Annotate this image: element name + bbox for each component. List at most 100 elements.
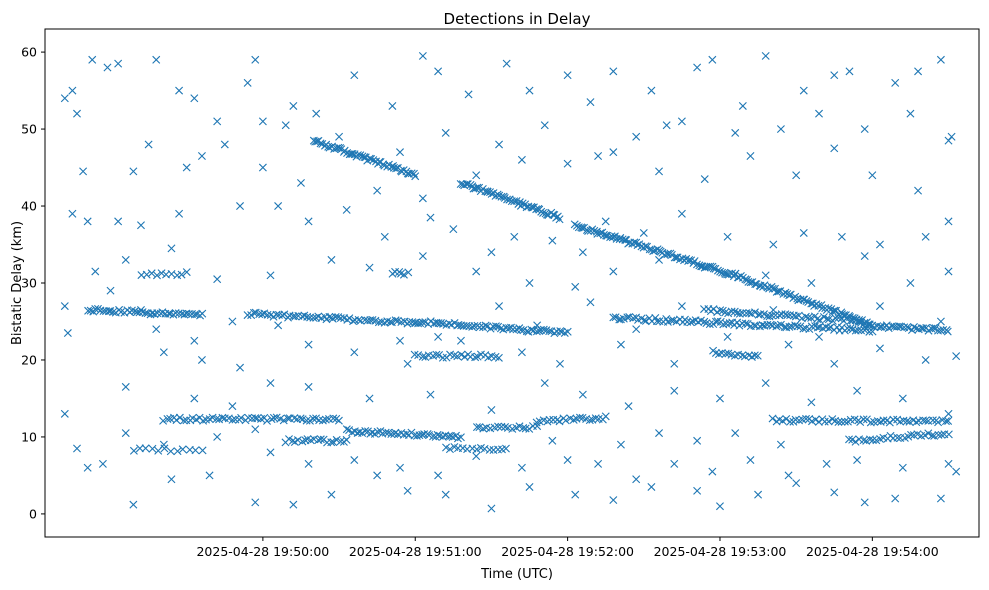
data-point	[641, 242, 650, 251]
data-point	[761, 271, 770, 280]
data-point	[828, 307, 837, 316]
data-point	[175, 413, 184, 422]
data-point	[159, 348, 168, 357]
data-point	[919, 324, 928, 333]
data-point	[569, 415, 578, 424]
data-point	[491, 322, 500, 331]
data-point	[854, 326, 863, 335]
data-point	[309, 414, 318, 423]
data-point	[475, 323, 484, 332]
data-point	[807, 398, 816, 407]
data-point	[814, 301, 823, 310]
data-point	[629, 314, 638, 323]
data-point	[824, 315, 833, 324]
data-point	[776, 320, 785, 329]
data-point	[670, 253, 679, 262]
data-point	[83, 217, 92, 226]
data-point	[325, 143, 334, 152]
data-point	[164, 309, 173, 318]
data-point	[426, 213, 435, 222]
data-point	[875, 240, 884, 249]
data-point	[60, 409, 69, 418]
data-point	[943, 327, 952, 336]
data-point	[662, 121, 671, 130]
data-point	[936, 55, 945, 64]
y-tick-label: 0	[29, 506, 37, 521]
data-point	[502, 59, 511, 68]
data-point	[304, 382, 313, 391]
data-point	[403, 486, 412, 495]
data-point	[824, 324, 833, 333]
data-point	[593, 229, 602, 238]
data-point	[296, 414, 305, 423]
data-point	[750, 308, 759, 317]
data-point	[866, 418, 875, 427]
data-point	[693, 63, 702, 72]
data-point	[479, 424, 488, 433]
data-point	[418, 252, 427, 261]
y-tick-label: 20	[21, 352, 37, 367]
data-point	[792, 479, 801, 488]
data-point	[73, 109, 81, 118]
data-point	[236, 363, 245, 372]
data-point	[220, 140, 229, 149]
data-point	[822, 459, 831, 468]
data-point	[831, 313, 840, 322]
data-point	[315, 416, 324, 425]
data-point	[106, 286, 115, 295]
data-point	[190, 394, 199, 403]
data-point	[842, 314, 851, 323]
data-point	[433, 430, 442, 439]
data-point	[327, 313, 336, 322]
data-point	[152, 271, 161, 280]
data-point	[269, 413, 278, 422]
data-point	[391, 316, 400, 325]
data-point	[785, 291, 794, 300]
data-point	[205, 471, 214, 480]
data-point	[815, 315, 824, 324]
data-point	[517, 348, 526, 357]
data-point	[914, 186, 923, 195]
data-point	[692, 260, 701, 269]
data-point	[60, 302, 69, 311]
data-point	[402, 429, 411, 438]
data-point	[497, 422, 506, 431]
data-point	[266, 379, 275, 388]
data-point	[609, 313, 618, 322]
data-point	[927, 431, 936, 440]
data-point	[228, 415, 237, 424]
data-point	[525, 86, 534, 95]
data-point	[434, 471, 443, 480]
data-point	[266, 271, 275, 280]
data-point	[563, 456, 572, 465]
data-point	[952, 352, 961, 361]
data-point	[258, 163, 267, 172]
data-point	[840, 417, 849, 426]
data-point	[601, 412, 610, 421]
data-point	[472, 171, 481, 180]
data-point	[167, 244, 176, 253]
data-point	[327, 438, 336, 447]
data-point	[845, 67, 854, 76]
data-point	[414, 319, 423, 328]
data-point	[641, 316, 650, 325]
data-point	[647, 482, 656, 491]
data-point	[399, 270, 408, 279]
data-point	[380, 161, 389, 170]
data-point	[815, 109, 824, 118]
data-point	[127, 306, 136, 315]
data-point	[121, 255, 130, 264]
plot-area	[44, 28, 980, 538]
data-point	[197, 152, 206, 160]
data-point	[715, 502, 724, 511]
data-point	[293, 436, 302, 445]
data-point	[875, 302, 884, 311]
data-point	[342, 435, 351, 444]
y-tick-label: 50	[21, 122, 37, 137]
data-point	[303, 312, 312, 321]
data-point	[327, 490, 336, 499]
data-point	[830, 71, 839, 80]
data-point	[243, 311, 252, 320]
data-point	[190, 94, 199, 103]
data-point	[804, 313, 813, 322]
